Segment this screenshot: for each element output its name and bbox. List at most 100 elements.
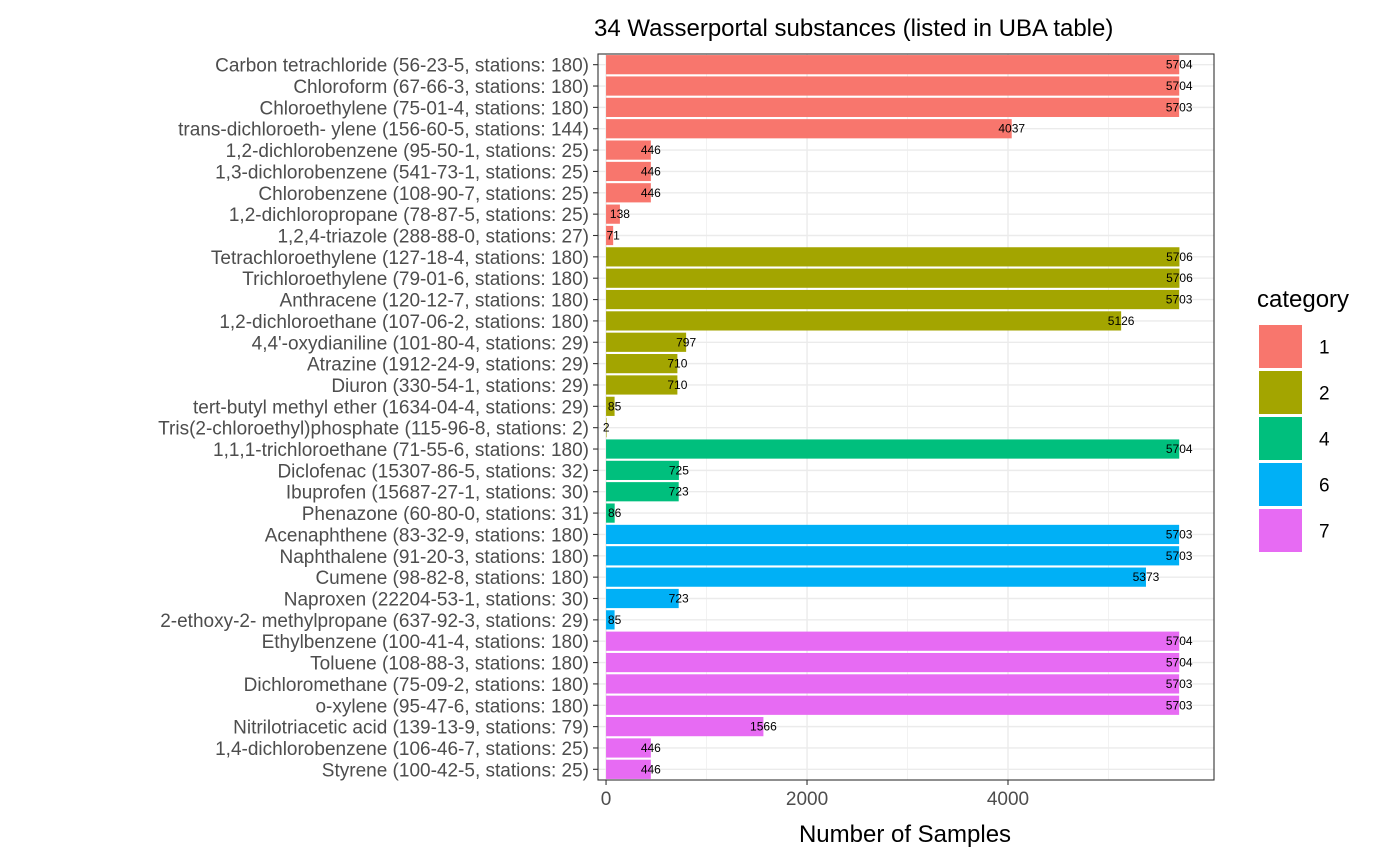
bar-data-label: 71: [606, 229, 620, 243]
y-tick-label: Tetrachloroethylene (127-18-4, stations:…: [211, 248, 589, 269]
bar: [606, 567, 1146, 587]
bar: [606, 119, 1012, 139]
legend-label: 7: [1319, 522, 1330, 543]
bar-data-label: 5706: [1166, 250, 1193, 264]
y-tick-label: o-xylene (95-47-6, stations: 180): [315, 696, 589, 717]
y-tick-label: 1,3-dichlorobenzene (541-73-1, stations:…: [215, 162, 589, 183]
y-tick-label: Carbon tetrachloride (56-23-5, stations:…: [215, 56, 589, 77]
bar: [606, 396, 615, 416]
bar: [606, 418, 607, 438]
bar-data-label: 797: [676, 335, 696, 349]
legend-label: 4: [1319, 430, 1330, 451]
bar-data-label: 446: [641, 186, 661, 200]
legend-label: 2: [1319, 384, 1330, 405]
bar-data-label: 710: [667, 378, 687, 392]
bar-data-label: 5704: [1166, 634, 1193, 648]
bar: [606, 76, 1180, 96]
bar: [606, 55, 1180, 75]
plot-panel-border: [597, 53, 1215, 781]
bar: [606, 225, 614, 246]
bar-data-label: 85: [608, 399, 622, 413]
bar-data-label: 5703: [1166, 677, 1193, 691]
bar: [606, 332, 687, 352]
y-tick-label: 1,4-dichlorobenzene (106-46-7, stations:…: [215, 739, 589, 760]
y-tick-label: Toluene (108-88-3, stations: 180): [310, 654, 589, 675]
bar: [606, 503, 615, 523]
y-axis: Carbon tetrachloride (56-23-5, stations:…: [158, 56, 598, 781]
legend-key: [1259, 509, 1302, 552]
bar: [606, 717, 764, 737]
bar: [606, 183, 651, 203]
bar-data-label: 1566: [750, 720, 777, 734]
y-tick-label: Ibuprofen (15687-27-1, stations: 30): [286, 483, 589, 504]
y-tick-label: tert-butyl methyl ether (1634-04-4, stat…: [193, 397, 589, 418]
legend-label: 6: [1319, 476, 1330, 497]
bar: [606, 311, 1122, 331]
bar-data-label: 5704: [1166, 442, 1193, 456]
bar-data-label: 5703: [1166, 549, 1193, 563]
bar: [606, 140, 651, 160]
y-tick-label: Anthracene (120-12-7, stations: 180): [280, 291, 589, 312]
legend-label: 1: [1319, 338, 1330, 359]
bar-data-label: 5704: [1166, 58, 1193, 72]
bar: [606, 460, 679, 480]
y-tick-label: 4,4'-oxydianiline (101-80-4, stations: 2…: [252, 333, 589, 354]
x-axis: 0 2000 4000: [601, 780, 1029, 810]
bar: [606, 524, 1180, 545]
bar-data-label: 5373: [1133, 570, 1160, 584]
y-tick-label: Phenazone (60-80-0, stations: 31): [302, 504, 589, 525]
bar: [606, 97, 1180, 117]
y-tick-label: Chloroethylene (75-01-4, stations: 180): [259, 98, 589, 119]
bar: [606, 652, 1180, 673]
x-tick-label: 4000: [987, 789, 1029, 810]
bar-data-label: 85: [608, 613, 622, 627]
y-tick-label: Tris(2-chloroethyl)phosphate (115-96-8, …: [158, 419, 589, 440]
bar: [606, 354, 678, 374]
bar-data-label: 446: [641, 741, 661, 755]
bar-data-label: 446: [641, 143, 661, 157]
bar-data-label: 5704: [1166, 79, 1193, 93]
y-tick-label: Chloroform (67-66-3, stations: 180): [293, 77, 589, 98]
y-tick-label: 1,2-dichlorobenzene (95-50-1, stations: …: [226, 141, 589, 162]
bar-data-label: 86: [608, 506, 622, 520]
legend-key: [1259, 325, 1302, 368]
legend: category 1 2 4 6 7: [1257, 286, 1349, 552]
y-tick-label: Trichloroethylene (79-01-6, stations: 18…: [242, 269, 589, 290]
bar-data-label: 725: [669, 463, 689, 477]
bar: [606, 546, 1180, 566]
bar-data-label: 723: [669, 485, 689, 499]
legend-key: [1259, 463, 1302, 506]
bar-data-label: 5703: [1166, 100, 1193, 114]
legend-key: [1259, 417, 1302, 460]
bar-data-label: 2: [603, 421, 610, 435]
bar: [606, 247, 1180, 267]
bar: [606, 161, 651, 182]
bar-data-label: 5704: [1166, 656, 1193, 670]
y-tick-label: Dichloromethane (75-09-2, stations: 180): [244, 675, 589, 696]
x-axis-title: Number of Samples: [799, 821, 1011, 848]
bar-data-label: 5703: [1166, 527, 1193, 541]
y-tick-label: Diuron (330-54-1, stations: 29): [331, 376, 589, 397]
y-tick-label: Diclofenac (15307-86-5, stations: 32): [277, 461, 589, 482]
bar: [606, 759, 651, 779]
bar: [606, 610, 615, 630]
y-tick-label: Nitrilotriacetic acid (139-13-9, station…: [233, 718, 589, 739]
bar: [606, 738, 651, 758]
bar: [606, 439, 1180, 459]
bar-data-label: 446: [641, 762, 661, 776]
bar: [606, 631, 1180, 651]
bar: [606, 482, 679, 502]
y-tick-label: Styrene (100-42-5, stations: 25): [322, 760, 589, 781]
y-tick-label: 1,2-dichloroethane (107-06-2, stations: …: [219, 312, 589, 333]
legend-key: [1259, 371, 1302, 414]
bar: [606, 204, 620, 224]
y-tick-label: trans-dichloroeth- ylene (156-60-5, stat…: [178, 120, 589, 141]
bar-data-label: 4037: [998, 122, 1025, 136]
bar: [606, 375, 678, 395]
bar: [606, 268, 1180, 288]
bar-data-label: 723: [669, 592, 689, 606]
y-tick-label: Chlorobenzene (108-90-7, stations: 25): [258, 184, 589, 205]
bar: [606, 588, 679, 609]
bar-data-label: 5706: [1166, 271, 1193, 285]
